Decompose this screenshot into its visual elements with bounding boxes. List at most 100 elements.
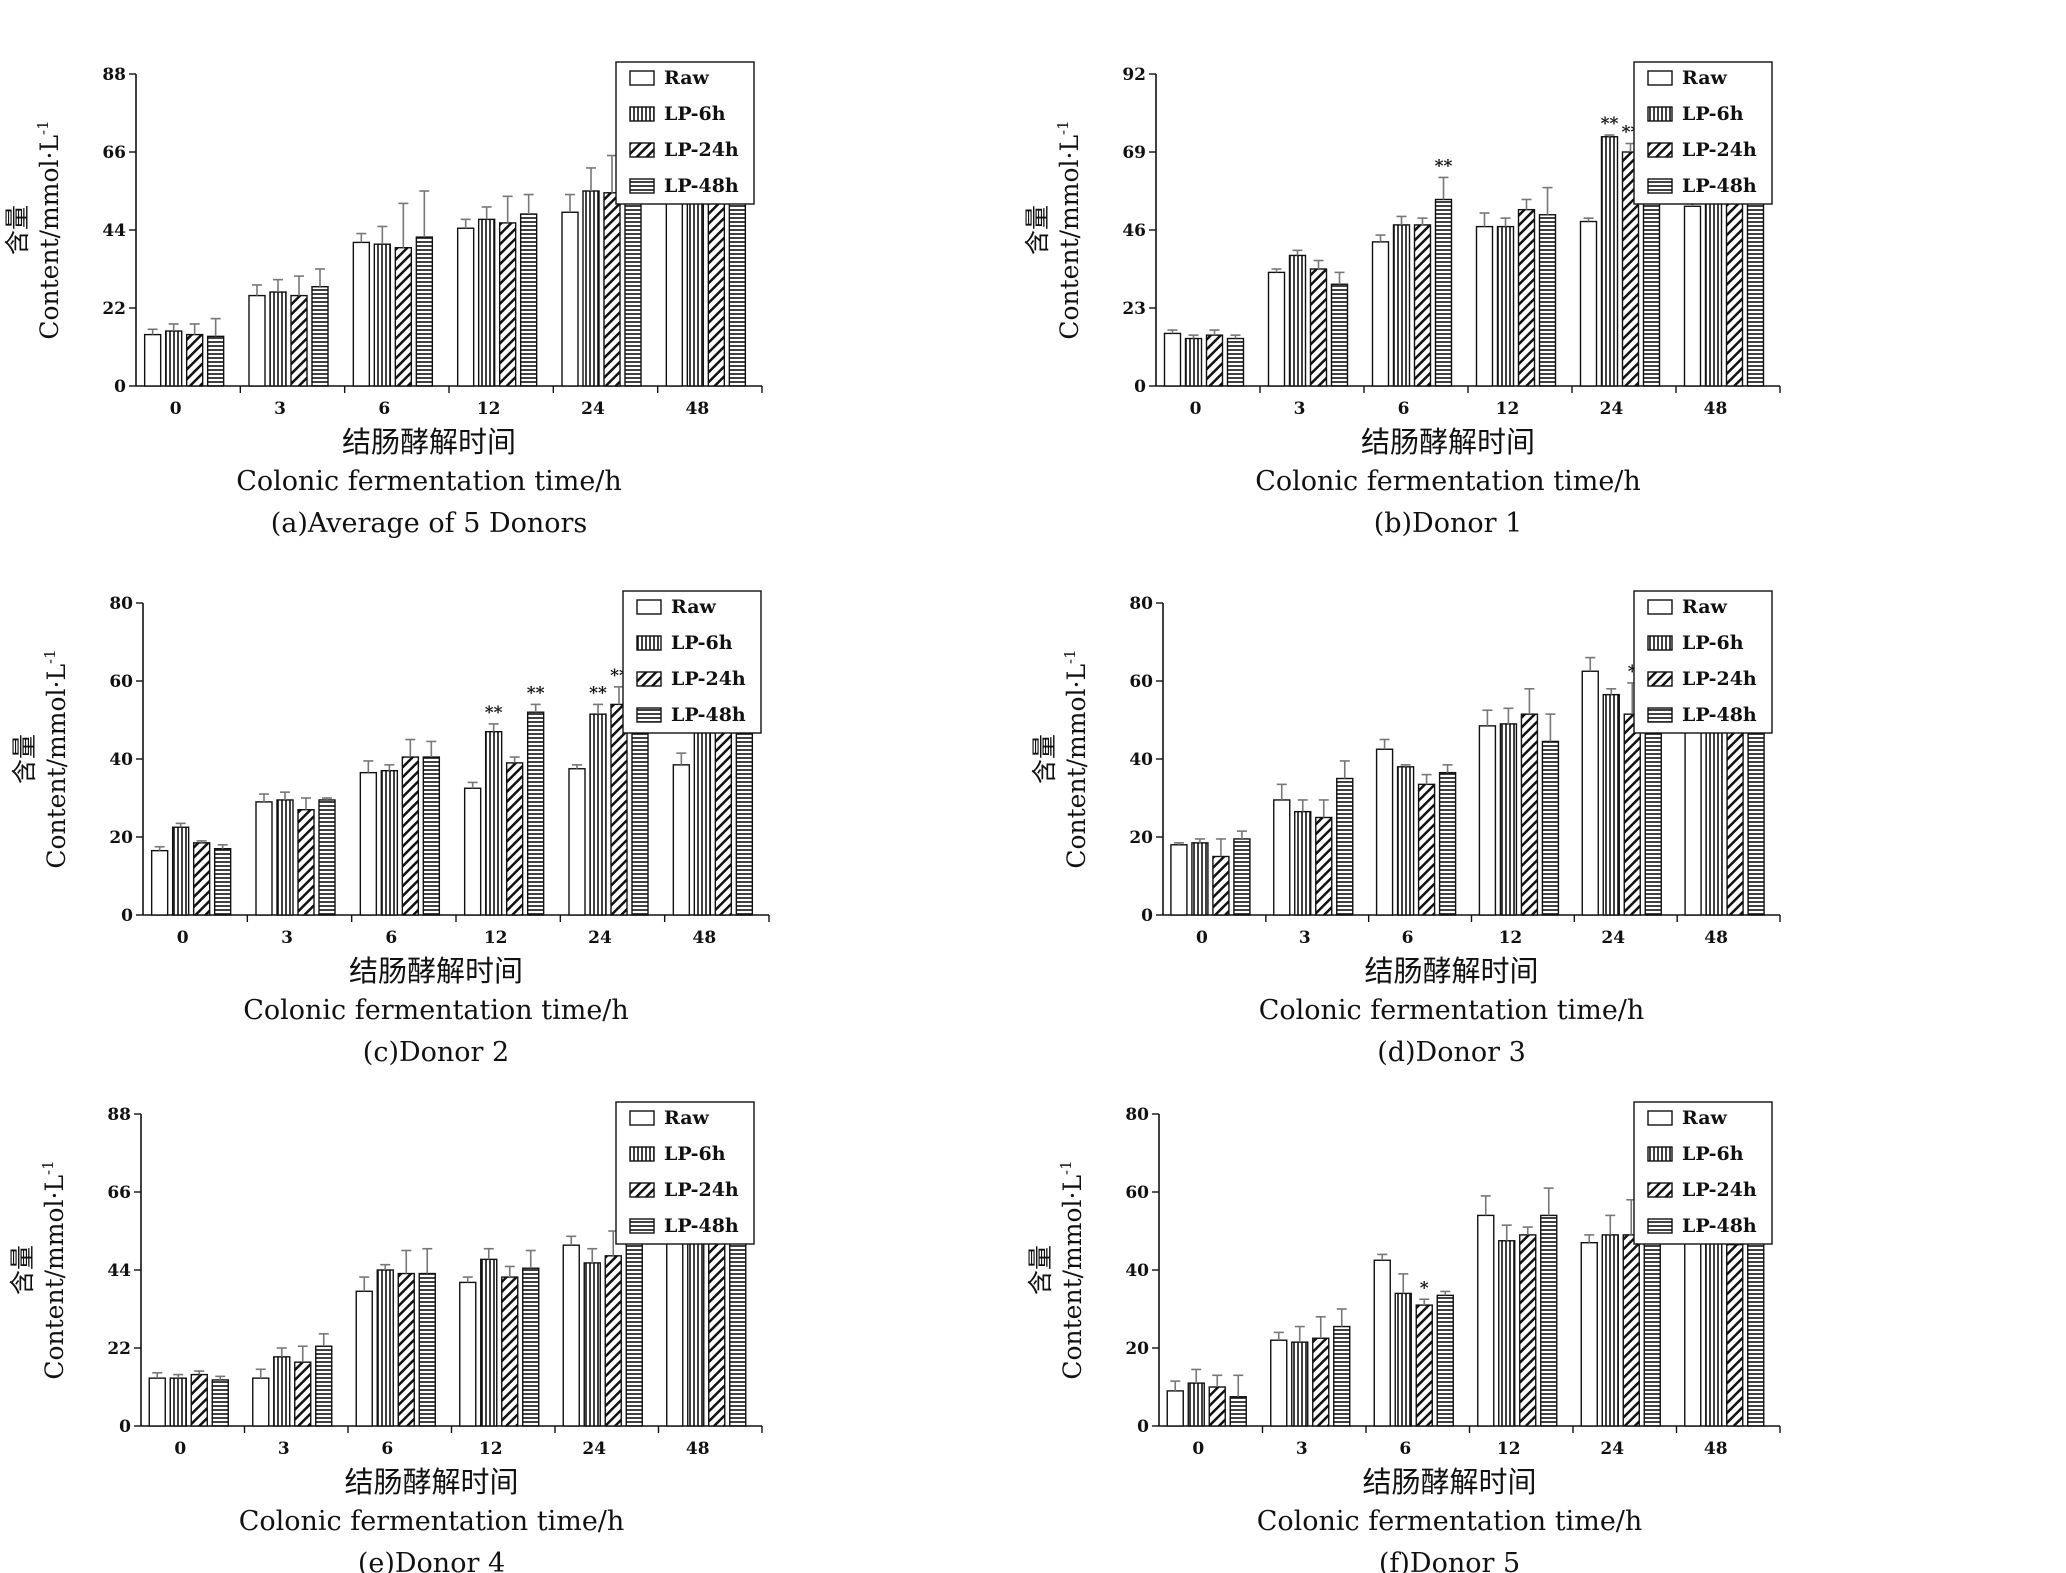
x-tick-label: 3 xyxy=(281,928,293,948)
bar-lp-6h-6 xyxy=(380,770,399,916)
bar-lp-24h-0 xyxy=(1205,334,1224,387)
bar-lp-6h-3 xyxy=(276,799,294,916)
bar-lp-6h-3 xyxy=(1288,254,1307,387)
y-axis-label-en: Content/mmol·L xyxy=(1058,1175,1087,1380)
bar-lp-48h-0 xyxy=(1226,337,1245,387)
significance-marker: ** xyxy=(589,683,607,703)
significance-marker: * xyxy=(1628,662,1637,682)
bar-lp-6h-0 xyxy=(1187,1382,1205,1427)
bar-raw-3 xyxy=(248,294,266,387)
bar-raw-12 xyxy=(1475,225,1494,387)
x-tick-label: 48 xyxy=(685,399,709,419)
bar-raw-24 xyxy=(1579,220,1598,387)
y-axis-label: Content/mmol·L-1 xyxy=(39,1160,69,1379)
bar-lp-6h-12 xyxy=(1499,723,1518,916)
bar-lp-48h-6 xyxy=(422,756,441,916)
x-axis-label-cn: 结肠酵解时间 xyxy=(1362,1465,1536,1499)
bar-lp-48h-48 xyxy=(1747,1230,1765,1427)
significance-marker: ** xyxy=(485,703,503,723)
x-tick-label: 6 xyxy=(381,1439,393,1459)
bar-lp-24h-6 xyxy=(394,247,413,387)
legend-swatch xyxy=(629,106,655,122)
y-tick-label: 40 xyxy=(1125,1261,1149,1281)
legend-swatch xyxy=(1647,671,1673,687)
x-tick-label: 0 xyxy=(174,1439,186,1459)
bar-lp-6h-6 xyxy=(373,243,392,387)
bar-lp-6h-0 xyxy=(171,826,190,916)
legend-swatch xyxy=(629,1110,655,1126)
legend-label: Raw xyxy=(1682,67,1728,89)
x-tick-label: 6 xyxy=(378,399,390,419)
bar-lp-6h-12 xyxy=(480,1258,498,1427)
x-tick-label: 3 xyxy=(274,399,286,419)
x-tick-label: 0 xyxy=(177,928,189,948)
x-tick-label: 0 xyxy=(1196,928,1208,948)
bar-raw-0 xyxy=(1170,844,1188,916)
x-tick-label: 12 xyxy=(477,399,501,419)
bar-lp-24h-0 xyxy=(192,842,211,916)
significance-marker: * xyxy=(1420,1278,1429,1298)
bar-lp-24h-3 xyxy=(1309,268,1328,387)
bar-lp-48h-24 xyxy=(1644,723,1662,916)
bar-lp-24h-24 xyxy=(610,703,628,916)
bar-lp-48h-3 xyxy=(315,1345,333,1427)
bar-lp-48h-24 xyxy=(631,723,649,916)
bar-lp-6h-12 xyxy=(477,218,496,387)
significance-marker: ** xyxy=(1435,156,1453,176)
legend-label: LP-24h xyxy=(664,139,739,161)
y-tick-label: 40 xyxy=(1129,750,1153,770)
bar-lp-6h-24 xyxy=(1600,136,1619,387)
x-tick-label: 6 xyxy=(1398,399,1410,419)
bar-lp-24h-12 xyxy=(1517,208,1536,387)
bar-lp-24h-24 xyxy=(1622,1234,1640,1427)
y-tick-label: 20 xyxy=(1125,1339,1149,1359)
bar-lp-6h-24 xyxy=(589,713,607,916)
legend-label: LP-6h xyxy=(1682,1143,1744,1165)
legend-swatch xyxy=(1647,599,1673,615)
y-axis-label: Content/mmol·L-1 xyxy=(41,649,71,868)
bar-lp-24h-3 xyxy=(1312,1337,1330,1427)
y-tick-label: 60 xyxy=(109,672,133,692)
legend-label: Raw xyxy=(671,596,717,618)
y-tick-label: 0 xyxy=(119,1417,131,1437)
legend-label: LP-48h xyxy=(1682,704,1757,726)
legend-label: LP-24h xyxy=(664,1179,739,1201)
y-tick-label: 0 xyxy=(1137,1417,1149,1437)
legend-swatch xyxy=(629,142,655,158)
bar-lp-48h-3 xyxy=(318,799,336,916)
panel-caption: (e)Donor 4 xyxy=(358,1548,505,1573)
x-axis-label-cn: 结肠酵解时间 xyxy=(349,954,523,988)
legend-label: Raw xyxy=(664,1107,710,1129)
y-tick-label: 0 xyxy=(121,906,133,926)
legend-label: LP-48h xyxy=(664,1215,739,1237)
y-tick-label: 23 xyxy=(1122,299,1146,319)
chart-panel-3: 02040608003612****24******48******Conten… xyxy=(10,590,770,1068)
x-tick-label: 12 xyxy=(484,928,508,948)
y-axis-label: Content/mmol·L-1 xyxy=(1061,649,1091,868)
bar-lp-6h-6 xyxy=(376,1269,394,1427)
bar-lp-24h-24 xyxy=(604,1255,622,1427)
x-tick-label: 12 xyxy=(1496,399,1520,419)
legend-swatch xyxy=(1647,1182,1673,1198)
bar-lp-48h-6 xyxy=(418,1272,436,1427)
x-axis-label-en: Colonic fermentation time/h xyxy=(239,1506,625,1537)
bar-lp-24h-0 xyxy=(190,1373,208,1427)
y-axis-label-cn: 含量 xyxy=(1030,734,1059,784)
bar-lp-48h-6 xyxy=(1438,771,1457,916)
legend-label: LP-48h xyxy=(671,704,746,726)
bar-lp-6h-3 xyxy=(269,291,287,387)
bar-raw-3 xyxy=(1267,271,1286,387)
bar-lp-24h-24 xyxy=(603,192,621,387)
bar-raw-0 xyxy=(143,333,162,387)
bar-raw-24 xyxy=(1580,1241,1598,1427)
x-tick-label: 3 xyxy=(1296,1439,1308,1459)
y-axis-label: Content/mmol·L-1 xyxy=(34,120,64,339)
x-tick-label: 12 xyxy=(1497,1439,1521,1459)
x-tick-label: 48 xyxy=(692,928,716,948)
y-axis-label-en: Content/mmol·L xyxy=(1055,135,1084,340)
bar-lp-6h-12 xyxy=(1496,225,1515,387)
bar-lp-24h-3 xyxy=(1315,816,1333,916)
x-axis-label-en: Colonic fermentation time/h xyxy=(1259,995,1645,1026)
legend-swatch xyxy=(1647,106,1673,122)
